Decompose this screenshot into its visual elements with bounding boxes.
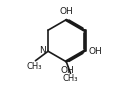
Text: OH: OH <box>88 47 102 56</box>
Text: OH: OH <box>60 66 74 75</box>
Text: CH₃: CH₃ <box>27 62 42 71</box>
Text: N: N <box>39 46 46 55</box>
Text: OH: OH <box>59 7 73 16</box>
Text: CH₃: CH₃ <box>63 74 78 83</box>
